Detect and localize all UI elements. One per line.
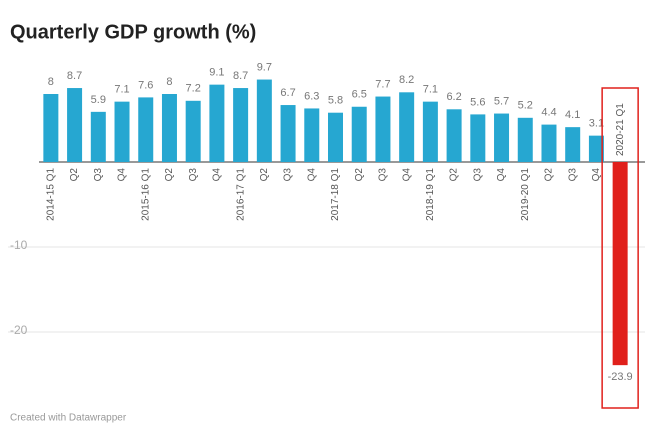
value-label: 9.1 [209, 67, 224, 79]
value-label: 4.1 [565, 109, 580, 121]
y-tick-label: -10 [10, 238, 28, 252]
x-tick-label: 2019-20 Q1 [520, 168, 531, 221]
bar [351, 106, 367, 162]
x-tick-label: 2017-18 Q1 [330, 168, 341, 221]
x-tick-label: 2014-15 Q1 [46, 168, 57, 221]
x-tick-label: Q4 [117, 168, 128, 182]
x-tick-label: Q2 [449, 168, 460, 182]
bar [114, 101, 130, 162]
x-tick-label: Q2 [69, 168, 80, 182]
bar [280, 105, 296, 162]
x-tick-label: Q3 [188, 168, 199, 182]
bar [185, 100, 201, 162]
source-note: Created with Datawrapper [10, 413, 127, 424]
bar [233, 88, 249, 162]
value-label: 7.1 [114, 84, 129, 96]
bar [67, 88, 83, 162]
value-label: 6.3 [304, 90, 319, 102]
x-tick-label: Q4 [401, 168, 412, 182]
value-label: 5.6 [470, 96, 485, 108]
bar [446, 109, 462, 162]
bar [375, 96, 391, 162]
bar [517, 117, 533, 162]
bar [90, 111, 106, 162]
value-label: -23.9 [608, 371, 633, 383]
value-label: 6.7 [280, 87, 295, 99]
bar [565, 127, 581, 162]
x-tick-label: 2018-19 Q1 [425, 168, 436, 221]
bar [138, 97, 154, 162]
bar [328, 112, 343, 162]
x-tick-label: Q4 [306, 168, 317, 182]
value-label: 8 [48, 76, 54, 88]
value-label: 5.7 [494, 95, 509, 107]
bar [43, 94, 59, 162]
value-label: 8.7 [233, 70, 248, 82]
y-tick-label: -20 [10, 323, 28, 337]
value-label: 5.2 [518, 100, 533, 112]
bar [612, 162, 628, 366]
value-label: 5.9 [91, 94, 106, 106]
x-tick-label: Q3 [472, 168, 483, 182]
value-label: 7.2 [186, 83, 201, 95]
value-label: 6.5 [352, 89, 367, 101]
x-tick-label: Q3 [93, 168, 104, 182]
highlight-box [601, 87, 639, 409]
value-label: 5.8 [328, 95, 343, 107]
bar [541, 124, 557, 162]
value-label: 8 [166, 76, 172, 88]
bar [304, 108, 320, 162]
value-label: 7.1 [423, 84, 438, 96]
x-tick-label: Q4 [212, 168, 223, 182]
bar [256, 79, 272, 162]
x-tick-label: Q2 [259, 168, 270, 182]
x-tick-label: Q4 [496, 168, 507, 182]
x-tick-label: Q3 [283, 168, 294, 182]
value-label: 6.2 [446, 91, 461, 103]
value-label: 9.7 [257, 61, 272, 73]
x-tick-label: Q3 [567, 168, 578, 182]
x-tick-label: Q2 [164, 168, 175, 182]
value-label: 4.4 [541, 107, 556, 119]
bar [161, 94, 177, 162]
value-label: 7.6 [138, 79, 153, 91]
chart-title: Quarterly GDP growth (%) [10, 21, 256, 43]
x-tick-label: 2016-17 Q1 [235, 168, 246, 221]
bar [399, 92, 415, 162]
x-tick-label: Q3 [378, 168, 389, 182]
value-label: 8.2 [399, 74, 414, 86]
value-label: 8.7 [67, 70, 82, 82]
x-tick-label: 2020-21 Q1 [615, 103, 626, 156]
bar [209, 84, 225, 162]
bar [470, 114, 486, 162]
bar [494, 113, 510, 162]
x-tick-label: Q4 [591, 168, 602, 182]
bar [422, 101, 438, 162]
x-tick-label: Q2 [354, 168, 365, 182]
bar [588, 135, 604, 162]
x-tick-label: Q2 [544, 168, 555, 182]
x-tick-label: 2015-16 Q1 [140, 168, 151, 221]
value-label: 7.7 [375, 78, 390, 90]
value-label: 3.1 [589, 118, 604, 130]
